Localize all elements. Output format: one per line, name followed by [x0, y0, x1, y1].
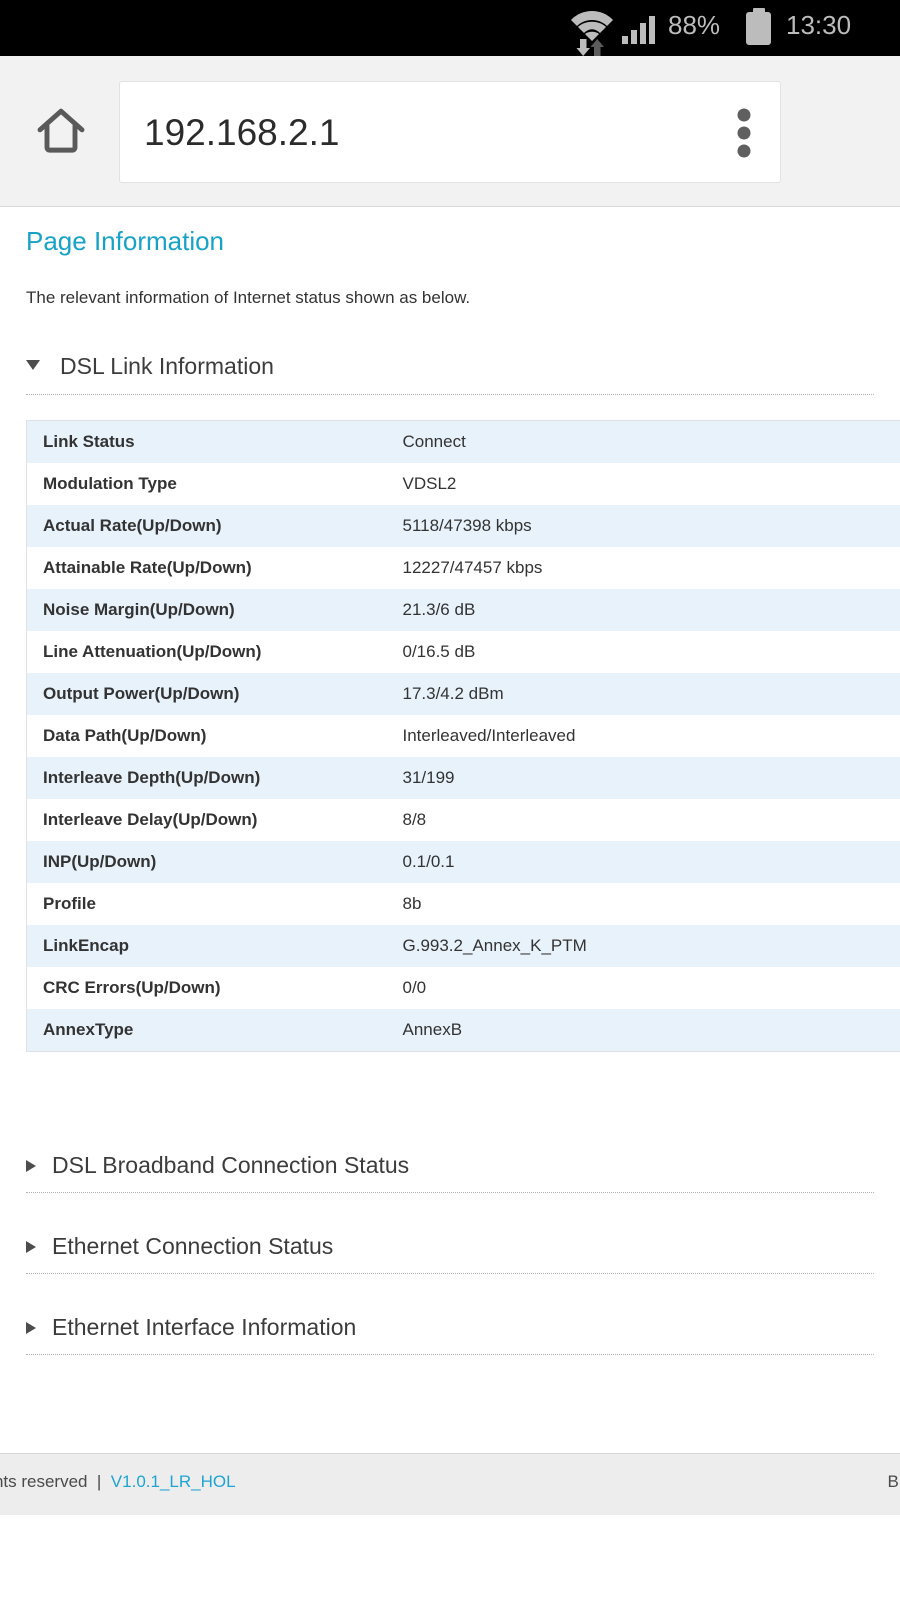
svg-text:13:30: 13:30 — [786, 10, 851, 40]
svg-text:88%: 88% — [668, 10, 720, 40]
